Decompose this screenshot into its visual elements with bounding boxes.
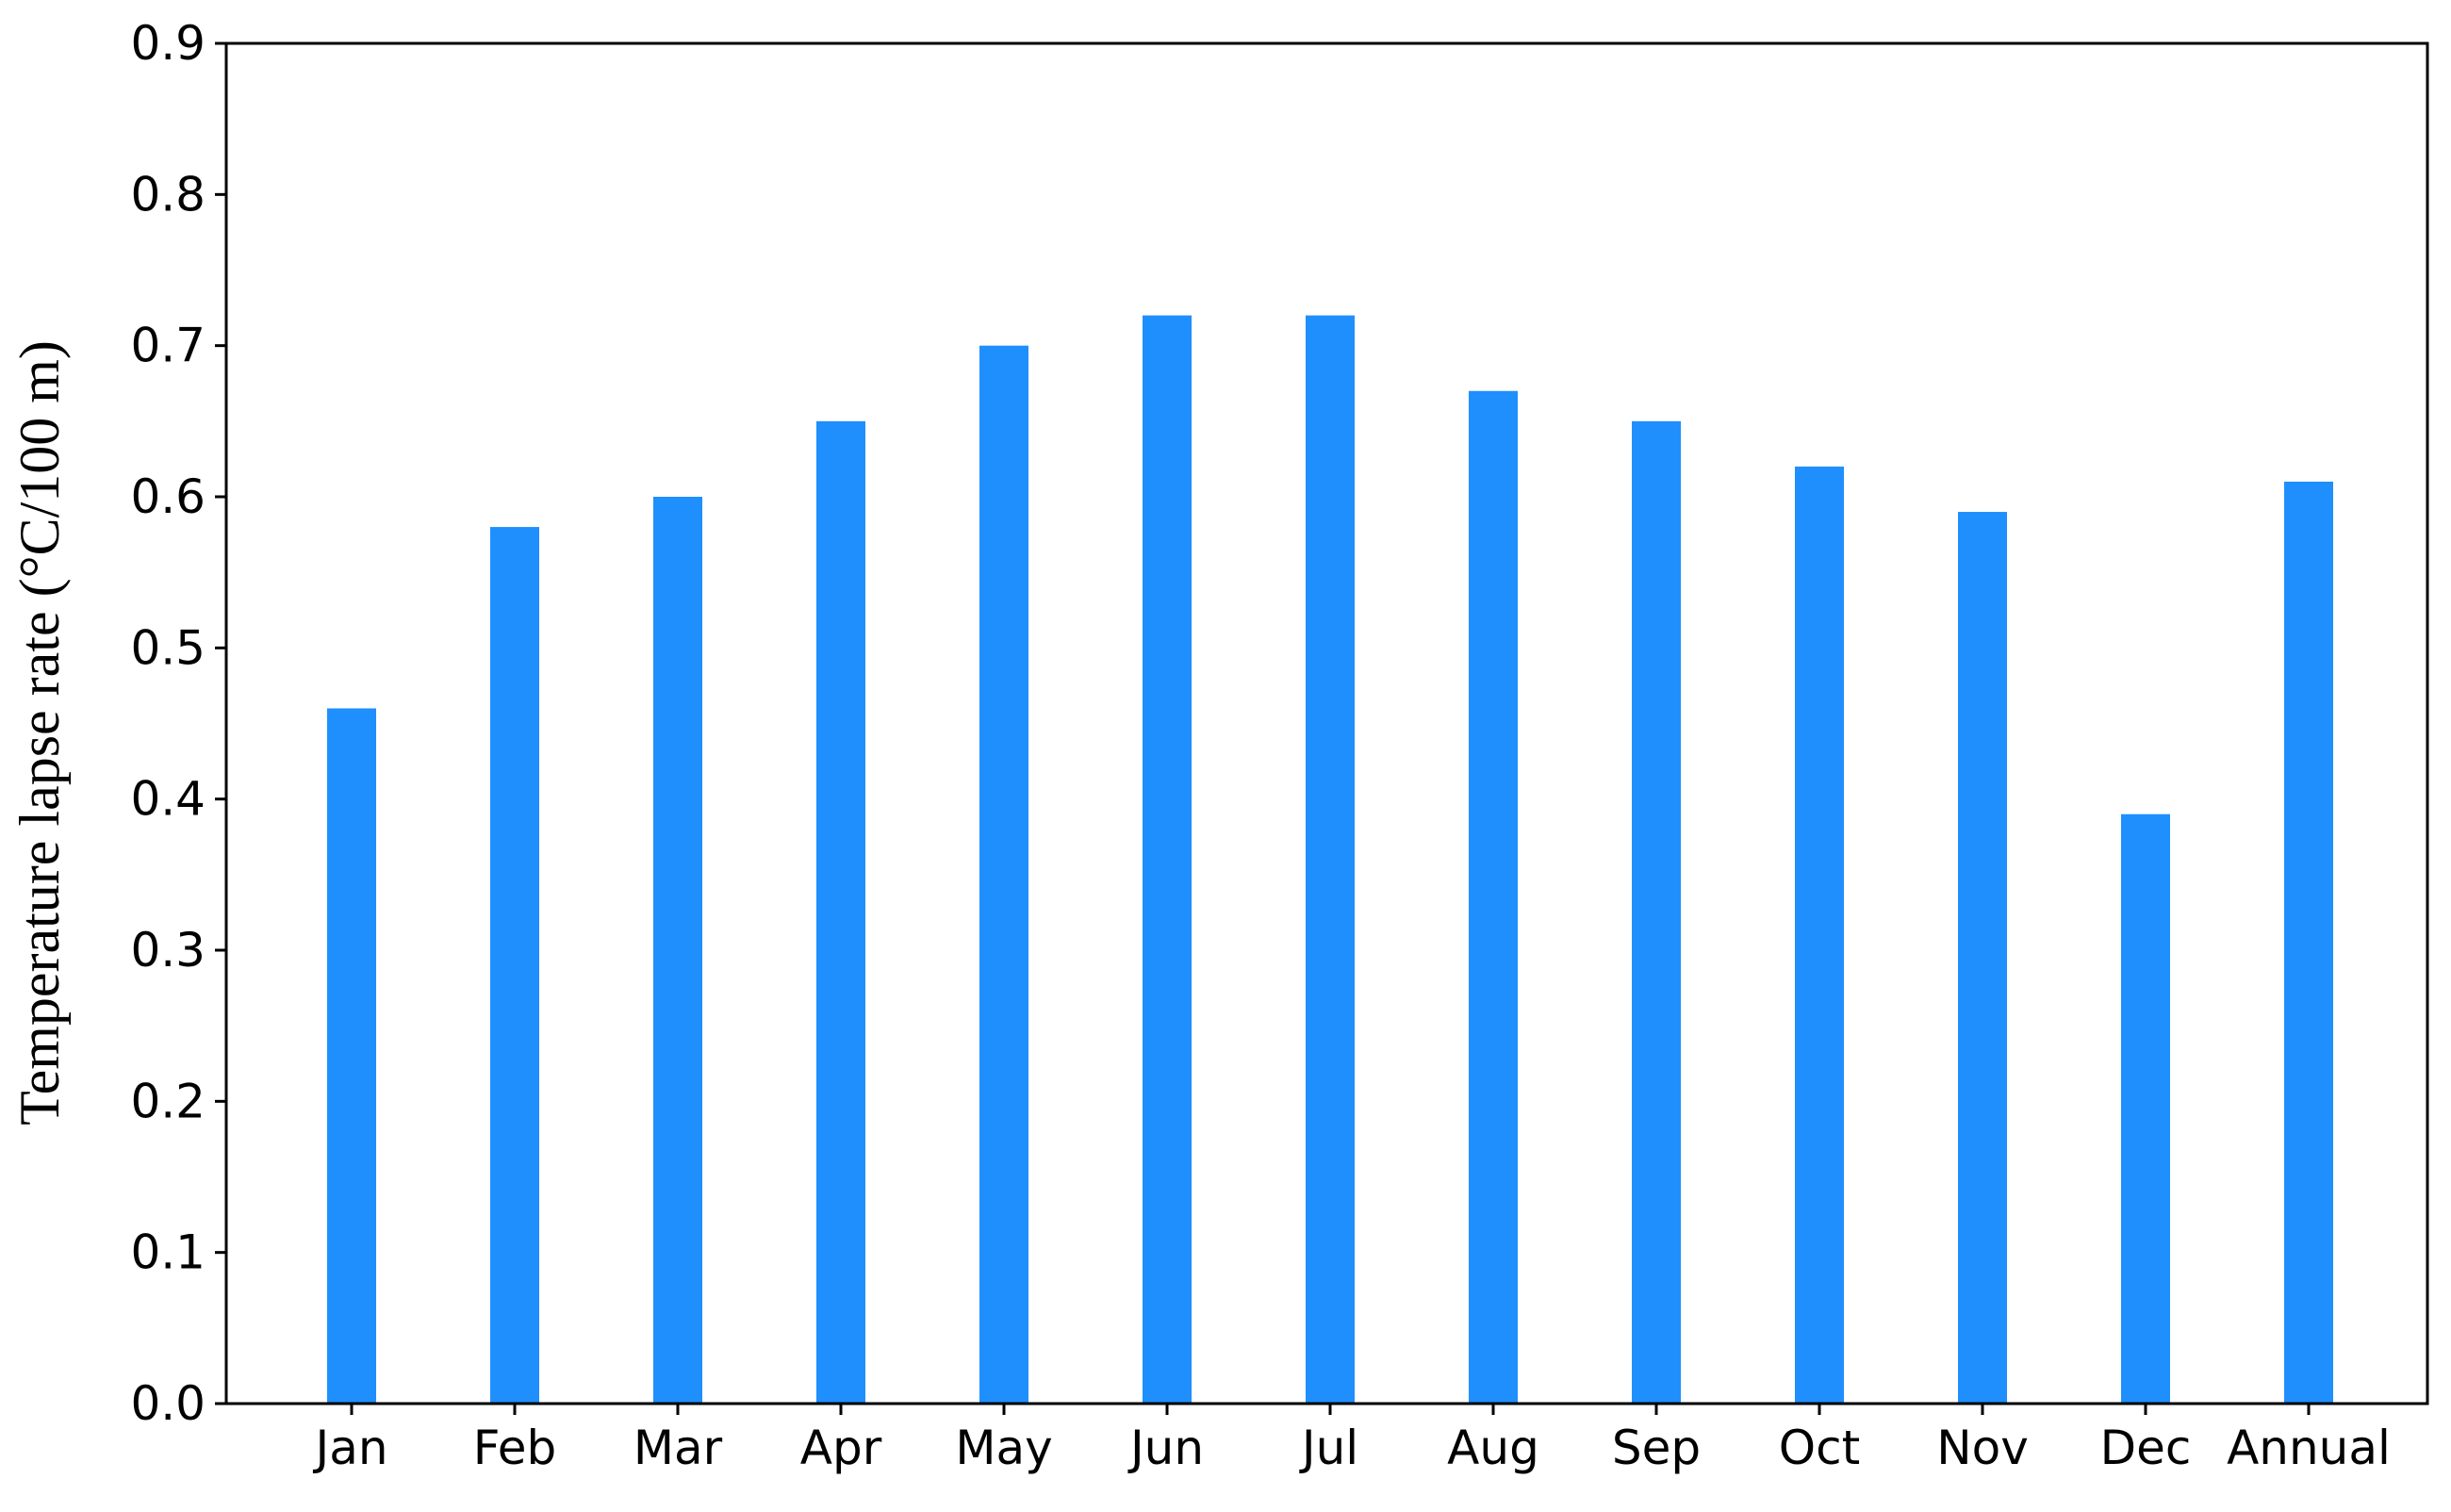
x-tick-label: Apr (800, 1421, 882, 1475)
y-tick-label: 0.0 (130, 1376, 206, 1431)
y-tick-label: 0.8 (130, 167, 206, 222)
x-tick-label: Jun (1127, 1421, 1204, 1475)
y-tick-label: 0.2 (130, 1074, 206, 1128)
y-tick-label: 0.6 (130, 469, 206, 524)
bar-jun (1143, 315, 1192, 1405)
plot-frame (224, 41, 2429, 1405)
bars-group (327, 315, 2333, 1405)
bar-may (979, 345, 1028, 1405)
bar-nov (1958, 512, 2007, 1404)
bar-mar (653, 497, 702, 1404)
bar-sep (1632, 420, 1681, 1404)
bar-aug (1469, 390, 1518, 1405)
y-tick-label: 0.5 (130, 620, 206, 675)
x-tick-label: Aug (1447, 1421, 1539, 1475)
bar-feb (490, 527, 539, 1404)
x-tick-label: Feb (473, 1421, 557, 1475)
x-tick-label: Sep (1612, 1421, 1701, 1475)
x-tick-label: Annual (2227, 1421, 2391, 1475)
x-tick-label: Jul (1299, 1421, 1358, 1475)
y-tick-label: 0.9 (130, 16, 206, 71)
x-tick-label: Nov (1936, 1421, 2029, 1475)
x-tick-label: Jan (312, 1421, 387, 1475)
x-tick-label: Mar (633, 1421, 723, 1475)
y-tick-label: 0.3 (130, 923, 206, 978)
x-axis-ticks: Jan Feb Mar Apr May Jun Jul Aug Sep Oct Nov Dec Annu… (312, 1404, 2391, 1475)
x-tick-label: Dec (2100, 1421, 2192, 1475)
x-tick-label: May (955, 1421, 1052, 1475)
x-tick-label: Oct (1779, 1421, 1860, 1475)
y-tick-label: 0.7 (130, 319, 206, 373)
bar-jul (1306, 315, 1355, 1405)
y-axis-title: Temperature lapse rate (°C/100 m) (8, 340, 71, 1126)
y-tick-label: 0.1 (130, 1225, 206, 1280)
bar-annual (2284, 481, 2333, 1404)
bar-dec (2121, 814, 2170, 1404)
bar-jan (327, 708, 376, 1404)
y-axis-ticks: 0.0 0.1 0.2 0.3 0.4 0.5 0.6 0.7 0.8 0.9 (130, 16, 226, 1431)
y-tick-label: 0.4 (130, 772, 206, 827)
bar-apr (816, 420, 865, 1404)
bar-oct (1795, 466, 1844, 1404)
